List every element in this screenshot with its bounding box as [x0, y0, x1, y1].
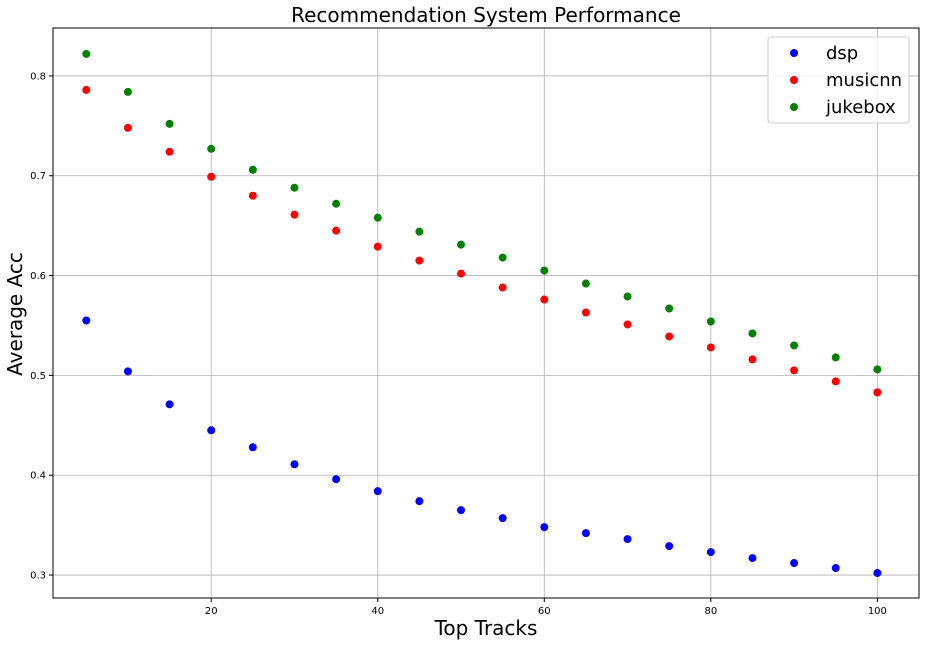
- series-dsp: [82, 316, 882, 578]
- data-point-jukebox: [207, 144, 216, 153]
- data-point-musicnn: [540, 295, 549, 304]
- data-point-dsp: [665, 542, 674, 551]
- data-point-musicnn: [581, 308, 590, 317]
- data-point-jukebox: [623, 292, 632, 301]
- data-point-musicnn: [248, 191, 257, 200]
- y-tick-label: 0.5: [30, 371, 46, 382]
- data-point-dsp: [706, 548, 715, 557]
- data-point-jukebox: [415, 227, 424, 236]
- data-point-jukebox: [831, 353, 840, 362]
- legend-box: [767, 36, 910, 124]
- data-point-dsp: [332, 475, 341, 484]
- data-point-jukebox: [498, 253, 507, 262]
- data-point-musicnn: [831, 377, 840, 386]
- data-point-jukebox: [581, 279, 590, 288]
- data-point-musicnn: [290, 210, 299, 219]
- data-point-musicnn: [207, 172, 216, 181]
- data-point-jukebox: [665, 304, 674, 313]
- legend-marker-dsp: [790, 49, 798, 57]
- x-tick-label: 60: [538, 606, 551, 617]
- data-point-musicnn: [498, 283, 507, 292]
- x-tick-label: 40: [371, 606, 384, 617]
- data-point-jukebox: [790, 341, 799, 350]
- data-point-musicnn: [123, 123, 132, 132]
- data-point-musicnn: [457, 269, 466, 278]
- plot-frame: [52, 27, 920, 599]
- data-point-musicnn: [748, 355, 757, 364]
- data-point-jukebox: [123, 87, 132, 96]
- data-point-musicnn: [165, 147, 174, 156]
- x-tick-label: 80: [704, 606, 717, 617]
- data-point-musicnn: [790, 366, 799, 375]
- data-point-dsp: [248, 443, 257, 452]
- legend-marker-musicnn: [790, 76, 798, 84]
- x-tick-label: 20: [205, 606, 218, 617]
- data-point-jukebox: [332, 199, 341, 208]
- data-point-dsp: [123, 367, 132, 376]
- legend-label-dsp: dsp: [826, 43, 858, 64]
- data-point-musicnn: [332, 226, 341, 235]
- data-point-musicnn: [415, 256, 424, 265]
- data-point-jukebox: [373, 213, 382, 222]
- data-point-jukebox: [748, 329, 757, 338]
- legend: dsp musicnn jukebox: [767, 36, 910, 124]
- data-point-musicnn: [706, 343, 715, 352]
- data-point-dsp: [165, 400, 174, 409]
- data-point-dsp: [581, 529, 590, 538]
- data-point-jukebox: [540, 266, 549, 275]
- data-points: [82, 49, 882, 578]
- y-tick-label: 0.7: [30, 171, 46, 182]
- data-point-dsp: [831, 564, 840, 573]
- data-point-jukebox: [706, 317, 715, 326]
- series-musicnn: [82, 85, 882, 397]
- data-point-dsp: [748, 554, 757, 563]
- data-point-musicnn: [623, 320, 632, 329]
- y-axis-label: Average Acc: [3, 252, 27, 376]
- legend-marker-jukebox: [790, 103, 798, 111]
- data-point-jukebox: [248, 165, 257, 174]
- legend-label-jukebox: jukebox: [825, 97, 896, 118]
- data-point-dsp: [207, 426, 216, 435]
- y-tick-label: 0.6: [30, 271, 46, 282]
- legend-label-musicnn: musicnn: [826, 70, 902, 91]
- data-point-musicnn: [82, 85, 91, 94]
- data-point-dsp: [790, 559, 799, 568]
- data-point-jukebox: [457, 240, 466, 249]
- chart-title: Recommendation System Performance: [291, 3, 681, 27]
- y-tick-label: 0.3: [30, 571, 46, 582]
- data-point-jukebox: [165, 119, 174, 128]
- axis-ticks: 20 40 60 80 100 0.3 0.4 0.5 0.6 0.7 0.8: [30, 71, 887, 617]
- y-tick-label: 0.8: [30, 71, 46, 82]
- data-point-dsp: [290, 460, 299, 469]
- x-axis-label: Top Tracks: [434, 616, 538, 640]
- data-point-dsp: [415, 497, 424, 506]
- x-tick-label: 100: [868, 606, 887, 617]
- data-point-dsp: [457, 506, 466, 515]
- data-point-jukebox: [873, 365, 882, 374]
- data-point-jukebox: [82, 49, 91, 58]
- data-point-jukebox: [290, 183, 299, 192]
- data-point-dsp: [82, 316, 91, 325]
- data-point-dsp: [373, 487, 382, 496]
- data-point-dsp: [540, 523, 549, 532]
- data-point-musicnn: [665, 332, 674, 341]
- data-point-musicnn: [373, 242, 382, 251]
- data-point-dsp: [498, 514, 507, 523]
- data-point-musicnn: [873, 388, 882, 397]
- data-point-dsp: [873, 569, 882, 578]
- data-point-dsp: [623, 535, 632, 544]
- y-tick-label: 0.4: [30, 471, 46, 482]
- series-jukebox: [82, 49, 882, 374]
